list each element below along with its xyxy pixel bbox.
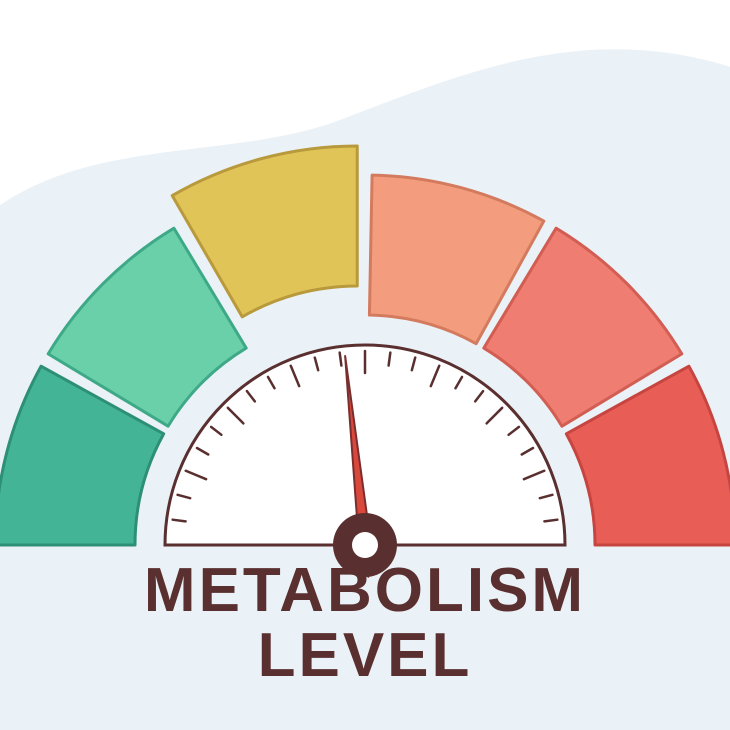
gauge-infographic: LOWHIGH METABOLISM LEVEL [0, 0, 730, 730]
title-line-2: LEVEL [0, 623, 730, 688]
gauge-title: METABOLISM LEVEL [0, 558, 730, 688]
title-line-1: METABOLISM [0, 558, 730, 623]
tick [340, 353, 342, 366]
tick [173, 520, 186, 522]
tick [389, 353, 391, 366]
needle-hub-inner [352, 532, 378, 558]
tick [544, 520, 557, 522]
